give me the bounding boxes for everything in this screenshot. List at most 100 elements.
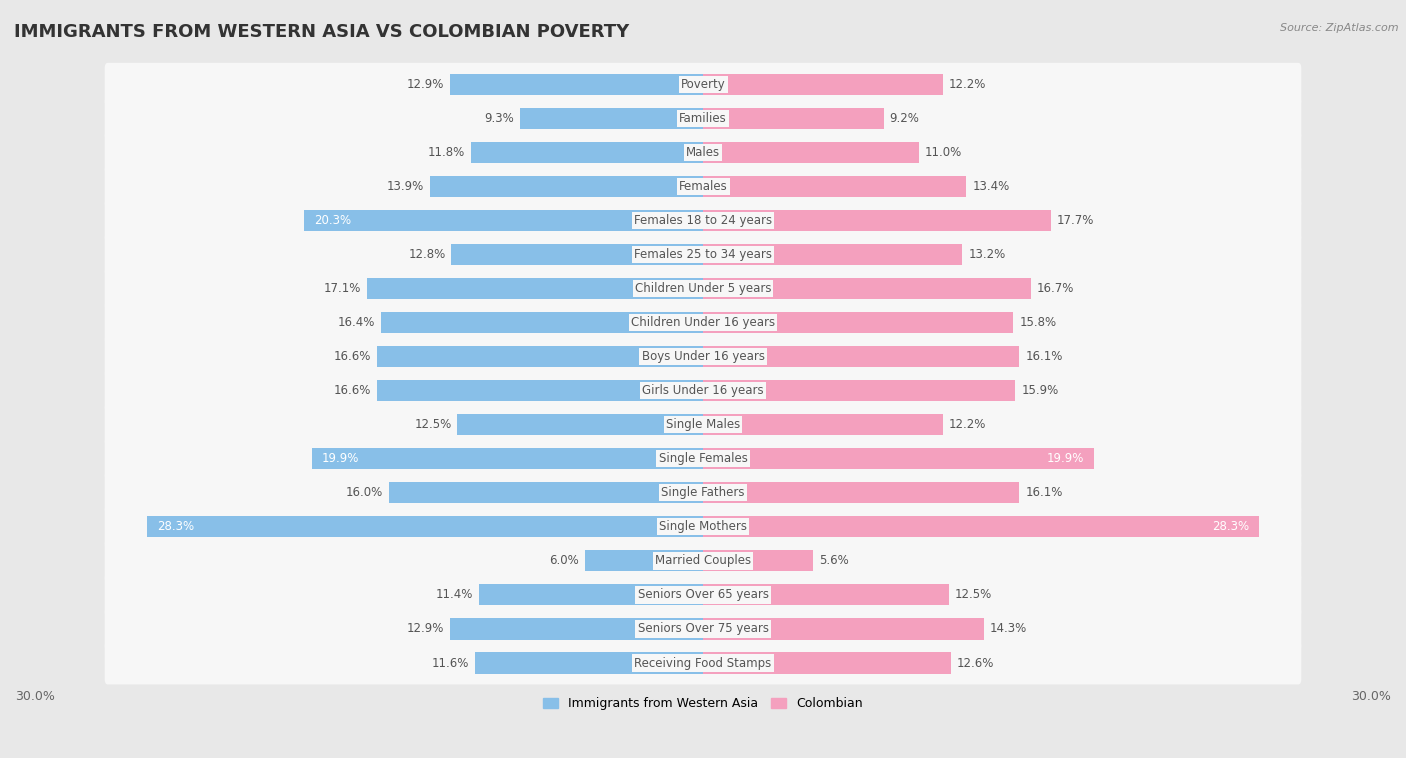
Text: 11.8%: 11.8% — [427, 146, 465, 159]
Text: 19.9%: 19.9% — [1047, 453, 1084, 465]
Text: 12.2%: 12.2% — [949, 78, 986, 91]
Text: 19.9%: 19.9% — [322, 453, 359, 465]
Bar — [703, 244, 962, 265]
Bar — [703, 584, 949, 606]
Bar — [451, 244, 703, 265]
FancyBboxPatch shape — [104, 437, 1302, 481]
Bar — [520, 108, 703, 129]
Bar — [377, 380, 703, 401]
Text: Females 18 to 24 years: Females 18 to 24 years — [634, 214, 772, 227]
Text: 16.1%: 16.1% — [1025, 487, 1063, 500]
Bar — [703, 619, 984, 640]
Text: 12.9%: 12.9% — [406, 622, 444, 635]
Legend: Immigrants from Western Asia, Colombian: Immigrants from Western Asia, Colombian — [538, 692, 868, 715]
FancyBboxPatch shape — [104, 97, 1302, 139]
Text: 11.6%: 11.6% — [432, 656, 470, 669]
FancyBboxPatch shape — [104, 471, 1302, 514]
Text: Children Under 16 years: Children Under 16 years — [631, 316, 775, 329]
Text: 16.6%: 16.6% — [333, 384, 371, 397]
Text: 12.8%: 12.8% — [408, 248, 446, 261]
FancyBboxPatch shape — [104, 607, 1302, 650]
Text: IMMIGRANTS FROM WESTERN ASIA VS COLOMBIAN POVERTY: IMMIGRANTS FROM WESTERN ASIA VS COLOMBIA… — [14, 23, 630, 41]
Text: 11.0%: 11.0% — [925, 146, 962, 159]
Bar — [703, 516, 1258, 537]
Text: Poverty: Poverty — [681, 78, 725, 91]
Text: Seniors Over 65 years: Seniors Over 65 years — [637, 588, 769, 601]
FancyBboxPatch shape — [104, 267, 1302, 310]
Text: 17.7%: 17.7% — [1057, 214, 1094, 227]
Text: 16.6%: 16.6% — [333, 350, 371, 363]
Bar — [148, 516, 703, 537]
Text: 9.2%: 9.2% — [890, 112, 920, 125]
Bar — [703, 346, 1019, 367]
FancyBboxPatch shape — [104, 131, 1302, 174]
Bar — [457, 414, 703, 435]
Bar — [703, 482, 1019, 503]
Text: 13.4%: 13.4% — [972, 180, 1010, 193]
Text: Married Couples: Married Couples — [655, 554, 751, 568]
Bar — [312, 448, 703, 469]
Text: Females: Females — [679, 180, 727, 193]
Bar — [450, 619, 703, 640]
Bar — [479, 584, 703, 606]
Bar — [585, 550, 703, 572]
FancyBboxPatch shape — [104, 165, 1302, 208]
Text: 15.9%: 15.9% — [1021, 384, 1059, 397]
Text: 13.9%: 13.9% — [387, 180, 425, 193]
Bar — [430, 176, 703, 197]
Text: Families: Families — [679, 112, 727, 125]
Bar — [703, 448, 1094, 469]
Text: 16.0%: 16.0% — [346, 487, 382, 500]
Bar — [703, 550, 813, 572]
Text: Single Males: Single Males — [666, 418, 740, 431]
FancyBboxPatch shape — [104, 574, 1302, 616]
Text: 12.5%: 12.5% — [955, 588, 991, 601]
Bar — [703, 108, 884, 129]
Text: Boys Under 16 years: Boys Under 16 years — [641, 350, 765, 363]
Bar — [703, 278, 1031, 299]
Text: 13.2%: 13.2% — [969, 248, 1005, 261]
Text: 16.7%: 16.7% — [1038, 282, 1074, 295]
FancyBboxPatch shape — [104, 641, 1302, 684]
Text: Females 25 to 34 years: Females 25 to 34 years — [634, 248, 772, 261]
Bar — [475, 653, 703, 674]
Text: 12.2%: 12.2% — [949, 418, 986, 431]
Bar — [377, 346, 703, 367]
Text: 5.6%: 5.6% — [818, 554, 849, 568]
Text: 14.3%: 14.3% — [990, 622, 1028, 635]
Text: 6.0%: 6.0% — [550, 554, 579, 568]
Text: 12.5%: 12.5% — [415, 418, 451, 431]
Text: 28.3%: 28.3% — [1212, 520, 1250, 534]
FancyBboxPatch shape — [104, 540, 1302, 582]
Text: 12.6%: 12.6% — [956, 656, 994, 669]
Bar — [703, 312, 1014, 334]
Text: Girls Under 16 years: Girls Under 16 years — [643, 384, 763, 397]
FancyBboxPatch shape — [104, 301, 1302, 344]
Bar — [471, 142, 703, 163]
Bar — [703, 414, 942, 435]
Text: Receiving Food Stamps: Receiving Food Stamps — [634, 656, 772, 669]
Bar — [703, 653, 950, 674]
Bar — [450, 74, 703, 95]
Text: 9.3%: 9.3% — [485, 112, 515, 125]
Bar — [703, 210, 1050, 231]
Bar — [388, 482, 703, 503]
Text: 15.8%: 15.8% — [1019, 316, 1056, 329]
Bar — [703, 380, 1015, 401]
Bar — [367, 278, 703, 299]
Text: 17.1%: 17.1% — [323, 282, 361, 295]
Text: Seniors Over 75 years: Seniors Over 75 years — [637, 622, 769, 635]
Text: 11.4%: 11.4% — [436, 588, 472, 601]
Bar — [703, 142, 920, 163]
Bar — [304, 210, 703, 231]
Text: 12.9%: 12.9% — [406, 78, 444, 91]
FancyBboxPatch shape — [104, 63, 1302, 106]
Text: Single Females: Single Females — [658, 453, 748, 465]
FancyBboxPatch shape — [104, 506, 1302, 548]
Text: Single Fathers: Single Fathers — [661, 487, 745, 500]
Text: 28.3%: 28.3% — [156, 520, 194, 534]
FancyBboxPatch shape — [104, 403, 1302, 446]
Text: Children Under 5 years: Children Under 5 years — [634, 282, 772, 295]
Bar — [381, 312, 703, 334]
Text: Single Mothers: Single Mothers — [659, 520, 747, 534]
